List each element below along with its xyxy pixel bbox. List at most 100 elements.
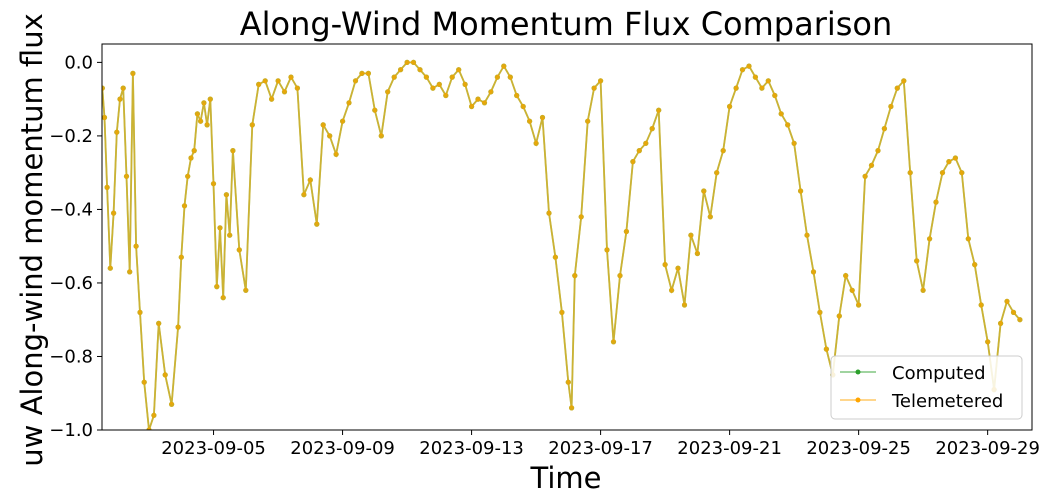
data-point	[141, 379, 147, 385]
data-point	[488, 89, 494, 95]
data-point	[262, 78, 268, 84]
data-point	[727, 103, 733, 110]
data-point	[104, 184, 110, 190]
data-point	[102, 114, 108, 121]
data-point	[578, 214, 584, 220]
data-point	[269, 96, 275, 102]
data-point	[914, 258, 920, 264]
data-point	[217, 225, 223, 231]
data-point	[230, 148, 236, 154]
data-point	[933, 199, 939, 205]
chart-title: Along-Wind Momentum Flux Comparison	[240, 5, 893, 43]
data-point	[823, 346, 830, 352]
data-point	[701, 188, 707, 194]
data-point	[643, 140, 649, 146]
data-point	[346, 100, 352, 106]
data-point	[527, 118, 533, 124]
data-point	[817, 309, 823, 315]
data-point	[759, 85, 765, 91]
data-point	[314, 221, 320, 227]
data-point	[572, 273, 578, 279]
data-point	[107, 265, 113, 271]
data-point	[201, 100, 207, 106]
data-point	[156, 320, 162, 326]
data-point	[137, 309, 143, 315]
x-axis-label: Time	[530, 461, 602, 495]
data-point	[456, 67, 462, 73]
y-tick-label: −1.0	[49, 420, 93, 441]
data-point	[462, 81, 468, 87]
data-point	[198, 118, 204, 124]
data-point	[123, 173, 130, 179]
data-point	[133, 243, 139, 249]
data-point	[220, 295, 226, 301]
data-point	[162, 372, 168, 378]
data-point	[320, 122, 326, 128]
data-point	[946, 159, 952, 165]
data-point	[1024, 0, 1029, 3]
data-point	[194, 111, 200, 117]
data-point	[733, 85, 739, 91]
data-point	[772, 92, 778, 99]
data-point	[856, 302, 862, 308]
legend: Computed Telemetered	[830, 355, 1023, 420]
y-axis: 0.0 −0.2 −0.4 −0.6 −0.8 −1.0	[49, 52, 102, 441]
data-point	[507, 74, 513, 80]
data-point	[185, 173, 191, 179]
data-point	[117, 96, 123, 102]
data-point	[181, 203, 188, 209]
legend-telemetered-label: Telemetered	[891, 391, 1003, 412]
data-point	[714, 170, 720, 176]
series-telemetered	[102, 0, 1029, 430]
data-point	[191, 148, 197, 154]
x-tick-label: 2023-09-29	[935, 438, 1040, 459]
data-point	[378, 133, 384, 139]
data-point	[120, 85, 126, 91]
data-point	[288, 74, 294, 80]
x-tick-label: 2023-09-25	[806, 438, 911, 459]
data-point	[843, 273, 849, 279]
data-point	[352, 78, 359, 84]
data-point	[423, 74, 429, 80]
data-point	[443, 92, 449, 99]
data-point	[720, 148, 726, 154]
data-point	[636, 148, 642, 154]
data-point	[675, 265, 681, 271]
data-point	[410, 59, 417, 65]
data-point	[204, 122, 210, 128]
data-point	[151, 412, 157, 418]
legend-computed-marker	[855, 369, 861, 375]
data-point	[752, 74, 759, 80]
x-tick-label: 2023-09-21	[677, 438, 782, 459]
data-point	[294, 85, 300, 91]
data-point	[881, 126, 888, 132]
data-point	[281, 89, 288, 95]
data-point	[888, 103, 894, 110]
data-point	[656, 107, 662, 113]
data-point	[475, 96, 481, 102]
data-point	[275, 78, 281, 84]
data-point	[114, 129, 120, 135]
data-point	[972, 262, 978, 268]
data-point	[907, 170, 913, 176]
data-point	[939, 170, 946, 176]
data-point	[649, 126, 655, 132]
y-tick-label: −0.6	[49, 273, 93, 294]
data-point	[604, 247, 610, 253]
data-point	[998, 320, 1004, 326]
data-point	[169, 401, 175, 407]
data-point	[985, 339, 991, 345]
data-point	[559, 309, 565, 315]
plot-frame	[101, 43, 1033, 431]
data-point	[520, 103, 526, 110]
data-point	[1010, 309, 1017, 315]
data-point	[1024, 0, 1029, 3]
data-point	[501, 63, 507, 69]
data-point	[707, 214, 713, 220]
data-point	[591, 85, 597, 91]
data-point	[920, 287, 926, 293]
legend-telemetered-marker	[855, 397, 861, 403]
data-point	[249, 122, 255, 128]
data-point	[617, 273, 623, 279]
